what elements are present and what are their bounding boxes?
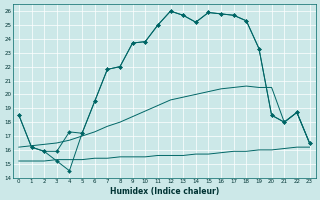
X-axis label: Humidex (Indice chaleur): Humidex (Indice chaleur) [109,187,219,196]
